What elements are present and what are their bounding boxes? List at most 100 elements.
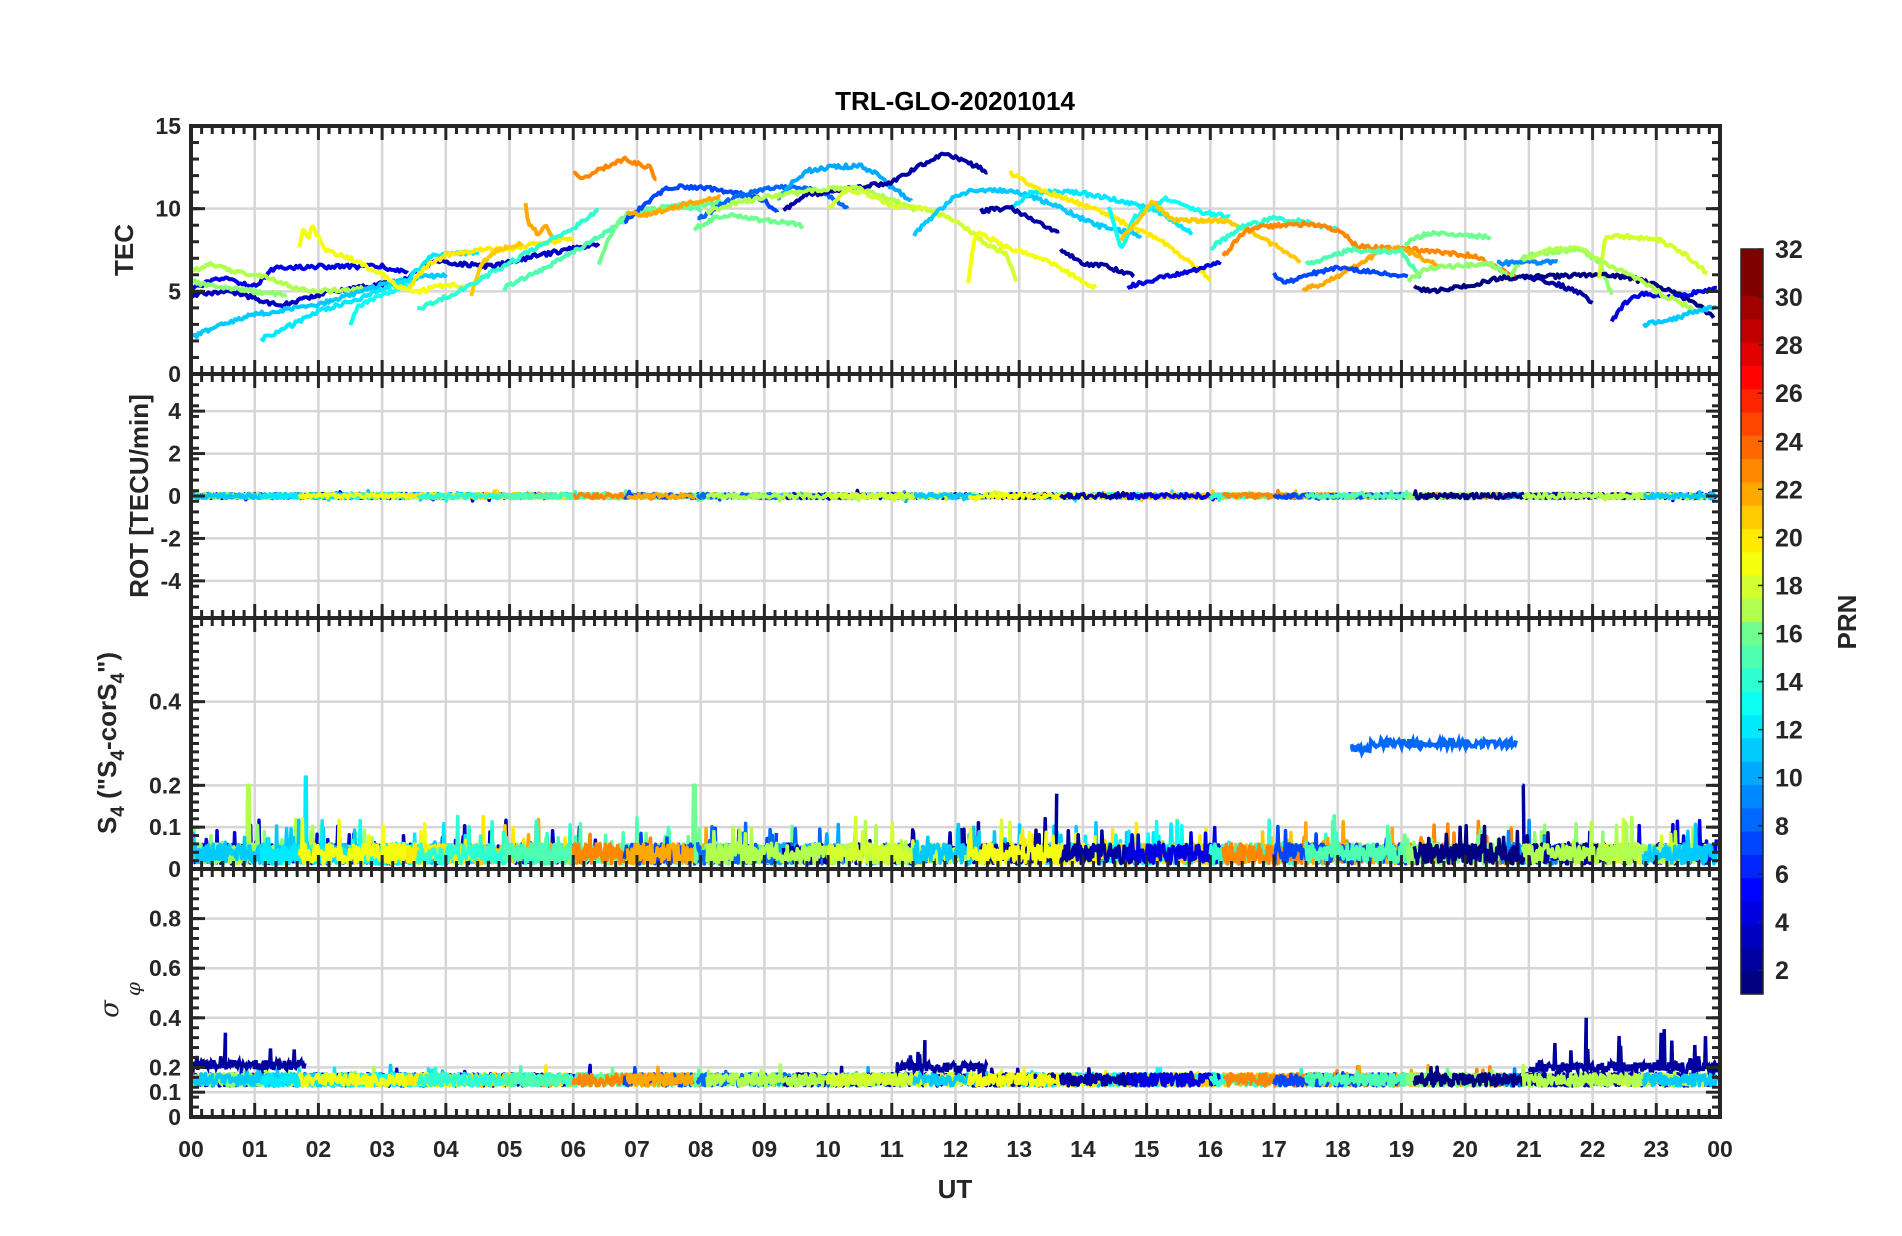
series-group — [191, 732, 1719, 866]
colorbar-tick-label: 32 — [1775, 236, 1803, 264]
x-tick-label: 01 — [242, 1136, 268, 1162]
track-prn-22 — [469, 240, 524, 297]
x-tick-label: 17 — [1261, 1136, 1287, 1162]
colorbar-swatch — [1741, 411, 1763, 436]
colorbar-swatch — [1741, 668, 1763, 692]
colorbar-tick-label: 2 — [1775, 957, 1789, 985]
colorbar-swatch — [1741, 644, 1763, 669]
y-label-tec: TEC — [109, 224, 139, 276]
colorbar-swatch — [1741, 574, 1763, 599]
colorbar-swatch — [1741, 714, 1763, 739]
colorbar-swatch — [1741, 784, 1763, 809]
y-tick-label: 0.2 — [149, 772, 181, 798]
colorbar-swatch — [1741, 970, 1763, 995]
track-prn-1 — [1413, 271, 1716, 319]
sigma-sub: φ — [121, 982, 145, 996]
track-prn-2 — [1058, 829, 1135, 866]
colorbar-swatch — [1741, 900, 1763, 925]
x-tick-label: 13 — [1006, 1136, 1032, 1162]
track-prn-12 — [259, 247, 480, 343]
track-prn-15 — [1304, 489, 1422, 501]
track-prn-11 — [1643, 490, 1718, 501]
track-prn-23 — [625, 826, 721, 866]
colorbar-swatch — [1741, 458, 1763, 483]
colorbar-swatch — [1741, 924, 1763, 949]
y-tick-label: 0.1 — [149, 1079, 181, 1105]
track-prn-4 — [1125, 825, 1221, 866]
colorbar-swatch — [1741, 318, 1763, 343]
colorbar-tick-label: 24 — [1775, 428, 1803, 456]
panel-tec: 0 5 10 15 — [155, 113, 1722, 387]
colorbar-label: PRN — [1832, 595, 1862, 650]
colorbar-tick-label: 16 — [1775, 621, 1803, 649]
track-prn-17 — [191, 278, 288, 298]
colorbar-swatch — [1741, 342, 1763, 367]
y-label-sigma: σφ — [95, 982, 145, 1018]
colorbar-swatch — [1741, 528, 1763, 553]
track-prn-17 — [1406, 246, 1614, 296]
colorbar-swatch — [1741, 761, 1763, 786]
track-prn-19 — [827, 186, 1018, 282]
colorbar-tick-label: 30 — [1775, 284, 1803, 312]
y-tick-label: 15 — [155, 113, 181, 139]
x-tick-label: 22 — [1580, 1136, 1606, 1162]
track-prn-4 — [1126, 260, 1222, 290]
x-tick-label: 11 — [880, 1136, 905, 1162]
track-prn-18 — [1521, 245, 1696, 313]
x-tick-label: 00 — [1707, 1136, 1733, 1162]
x-tick-label: 00 — [178, 1136, 204, 1162]
y-label-s4: S4 ("S4-corS4") — [92, 652, 129, 834]
track-prn-22 — [1119, 199, 1302, 264]
sigma-burst-prn-2 — [191, 1032, 307, 1076]
sigma-burst-prn-2 — [897, 1040, 989, 1077]
track-prn-20 — [967, 491, 1097, 502]
track-prn-4 — [191, 262, 410, 291]
track-prn-9 — [1496, 258, 1559, 267]
y-tick-label: 0.6 — [149, 955, 181, 981]
colorbar-frame — [1740, 248, 1764, 995]
panels: 051015-4-202400.10.20.400.10.20.40.60.80… — [149, 113, 1733, 1162]
x-tick-label: 06 — [560, 1136, 586, 1162]
colorbar-swatch — [1741, 831, 1763, 855]
colorbar-swatch — [1741, 435, 1763, 460]
x-axis-label: UT — [938, 1174, 973, 1204]
s4-plateau-prn-8 — [1349, 732, 1519, 759]
track-prn-11 — [1641, 822, 1718, 866]
y-tick-label: 0 — [168, 483, 181, 509]
track-prn-15 — [1304, 1069, 1422, 1088]
track-prn-23 — [1301, 244, 1441, 293]
colorbar-swatch — [1741, 295, 1763, 320]
x-tick-label: 14 — [1070, 1136, 1096, 1162]
colorbar-swatch — [1741, 388, 1763, 413]
series-group — [191, 1017, 1720, 1088]
x-tick-label: 05 — [497, 1136, 523, 1162]
colorbar-tick-label: 10 — [1775, 765, 1803, 793]
y-tick-label: -4 — [161, 568, 182, 594]
track-prn-16 — [1403, 230, 1492, 247]
track-prn-15 — [1304, 814, 1422, 866]
y-tick-label: 2 — [168, 441, 181, 467]
track-prn-20 — [966, 230, 1098, 290]
colorbar-swatch — [1741, 551, 1763, 576]
panel-rot: -4 -2 0 2 4 — [161, 372, 1722, 620]
colorbar-swatch — [1741, 365, 1763, 390]
colorbar-swatch — [1741, 807, 1763, 832]
x-tick-label: 10 — [815, 1136, 841, 1162]
colorbar-tick-label: 6 — [1775, 861, 1789, 889]
x-tick-label: 18 — [1325, 1136, 1351, 1162]
track-prn-7 — [1272, 264, 1409, 285]
s4-rest3: ") — [92, 652, 122, 673]
s4-rest1: ("S — [92, 761, 122, 807]
colorbar-swatch — [1741, 877, 1763, 902]
track-prn-11 — [1642, 304, 1719, 328]
colorbar-tick-label: 14 — [1775, 669, 1803, 697]
y-tick-label: 0.4 — [149, 689, 181, 715]
s4-sub2: 4 — [108, 750, 129, 761]
colorbar-tick-label: 18 — [1775, 572, 1803, 600]
y-tick-label: 0 — [168, 856, 181, 882]
panel-s4: 0 0.1 0.2 0.4 — [149, 616, 1722, 882]
colorbar-swatch — [1741, 481, 1763, 506]
x-tick-label: 20 — [1452, 1136, 1478, 1162]
y-tick-label: 10 — [155, 196, 181, 222]
